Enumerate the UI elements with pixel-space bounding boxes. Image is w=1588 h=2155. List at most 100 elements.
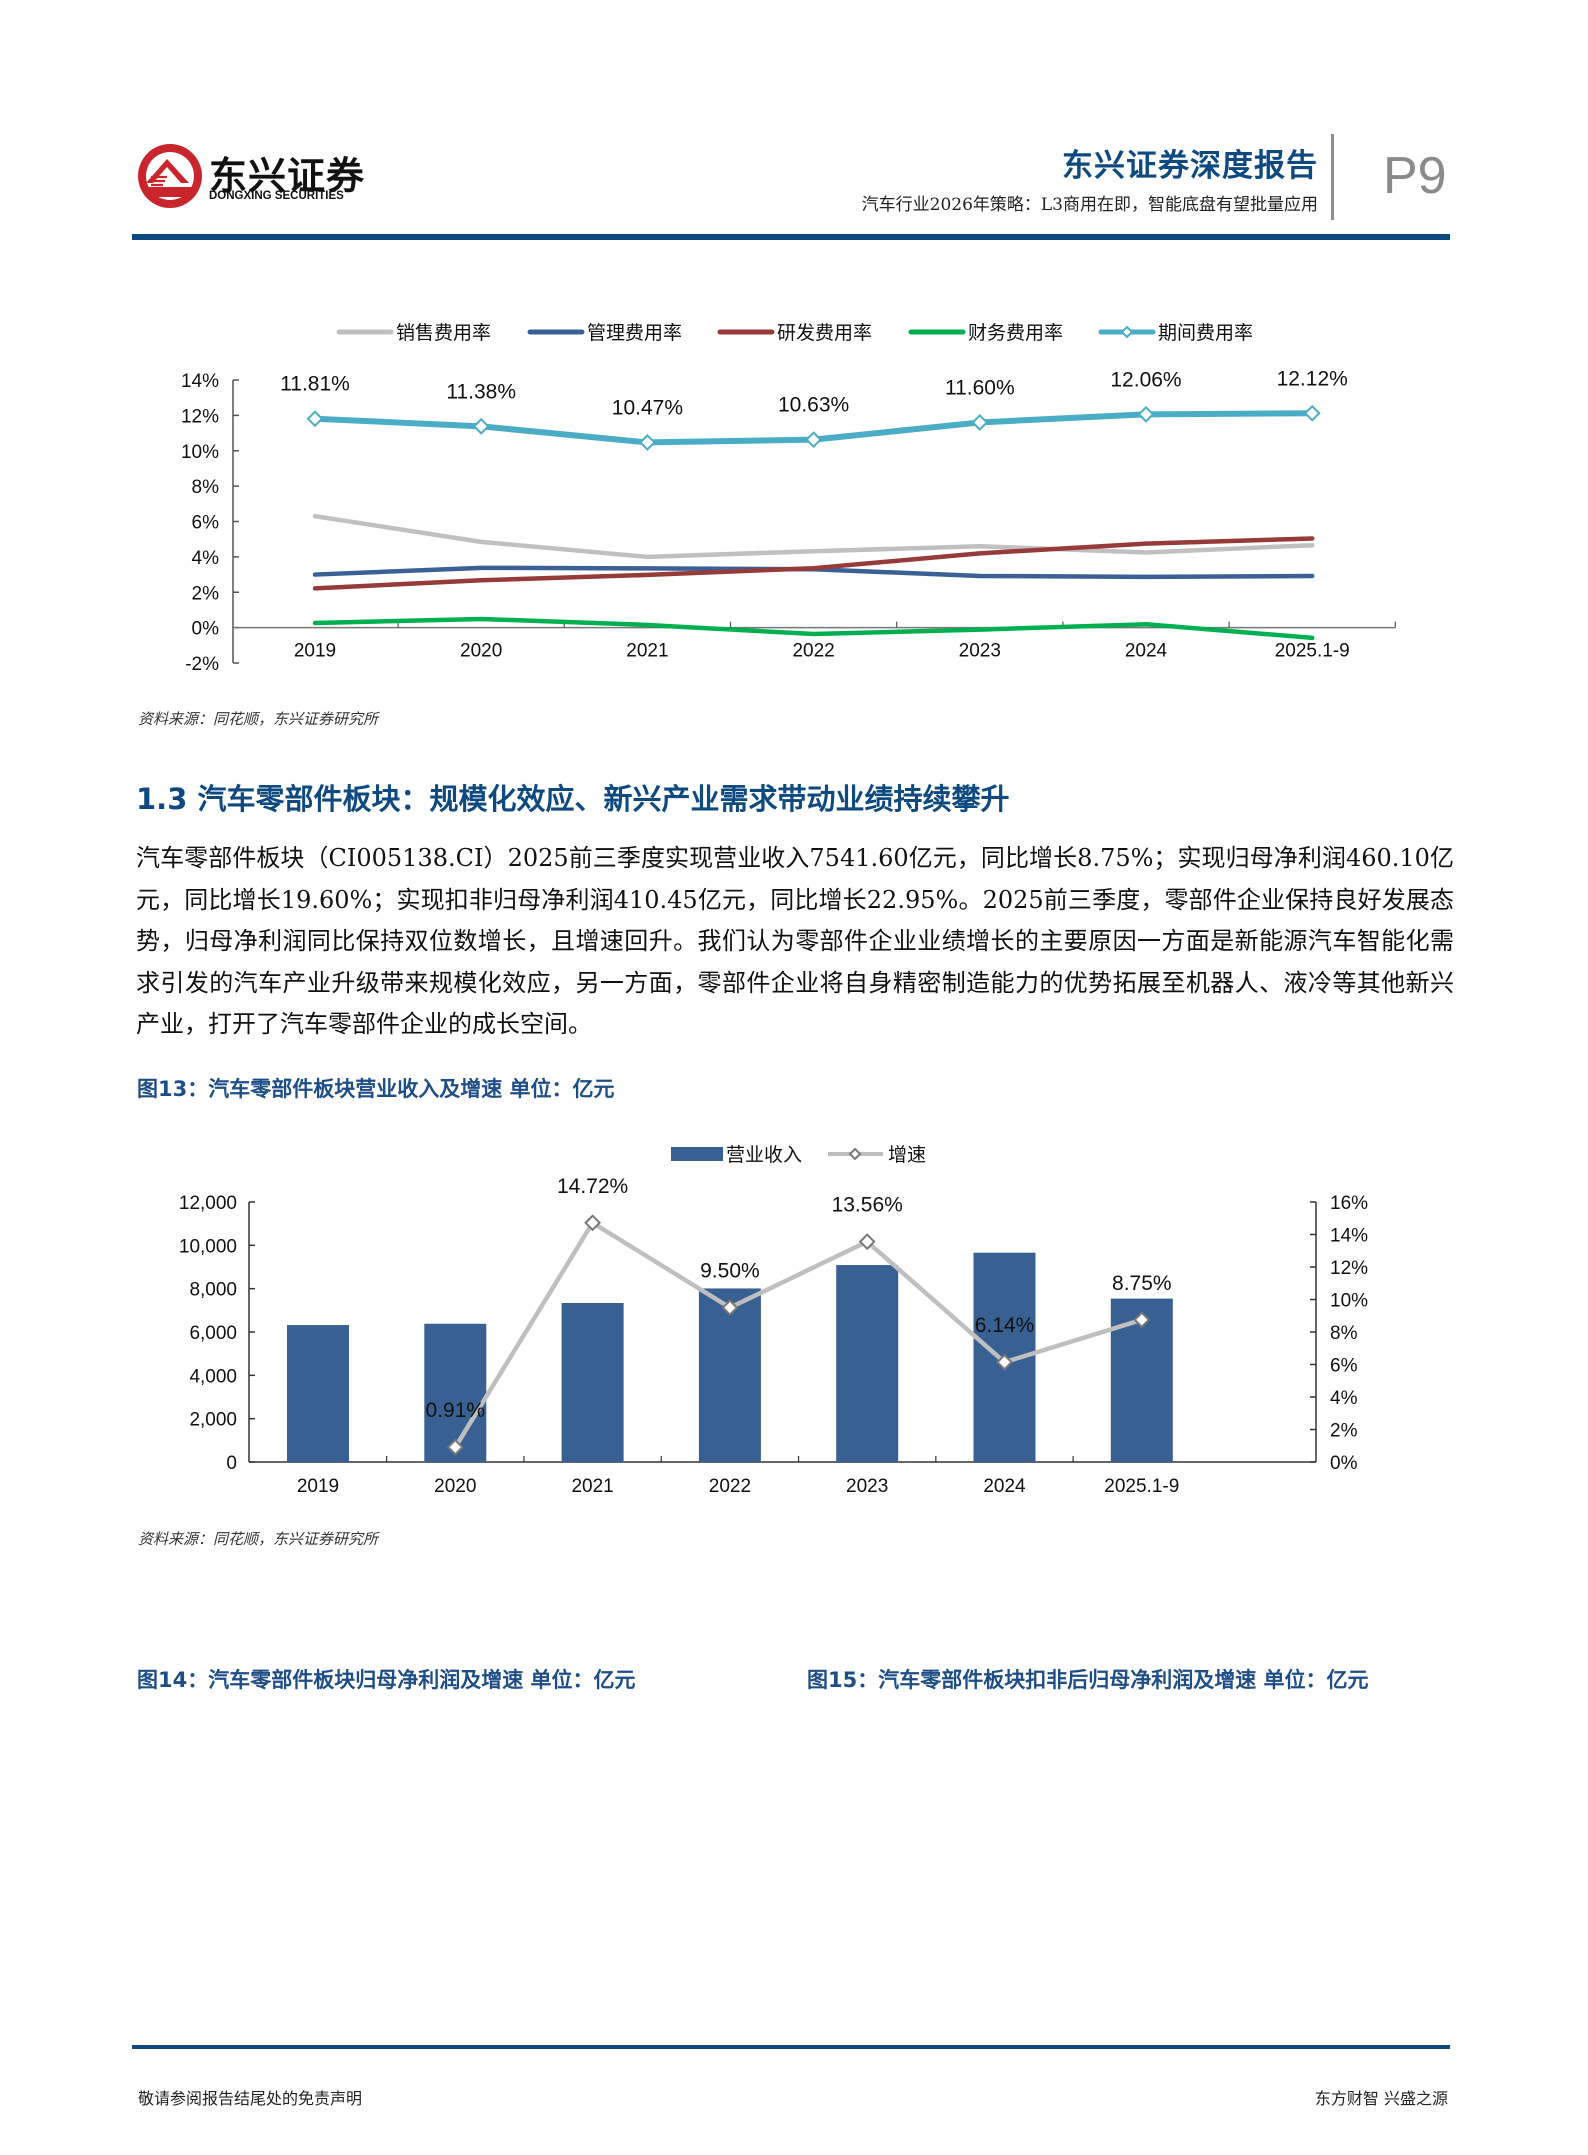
- y2-tick-label: 8%: [1330, 1323, 1358, 1344]
- y2-tick-label: 12%: [1330, 1258, 1368, 1279]
- data-point-diamond-icon: [1137, 405, 1155, 423]
- y-tick-label: 12,000: [179, 1193, 237, 1214]
- x-tick-label: 2021: [626, 641, 668, 662]
- y2-tick-label: 14%: [1330, 1226, 1368, 1247]
- data-label: 12.06%: [1110, 368, 1181, 391]
- x-tick-label: 2025.1-9: [1104, 1476, 1179, 1497]
- y-tick-label: 6,000: [189, 1323, 237, 1344]
- legend-diamond-icon: [848, 1147, 862, 1161]
- header-rule: [132, 234, 1450, 240]
- logo-emblem-icon: [138, 144, 202, 208]
- growth-data-label: 13.56%: [832, 1194, 903, 1217]
- growth-data-label: 9.50%: [700, 1260, 760, 1283]
- growth-point-diamond-icon: [996, 1353, 1013, 1371]
- y-tick-label: 0%: [192, 619, 220, 640]
- growth-line: [453, 1220, 1143, 1449]
- data-label: 11.38%: [446, 380, 516, 403]
- y-tick-label: 14%: [181, 371, 219, 392]
- y-tick-label: 8,000: [189, 1280, 237, 1301]
- y2-tick-label: 6%: [1330, 1356, 1358, 1377]
- figure15-title: 图15：汽车零部件板块扣非后归母净利润及增速 单位：亿元: [807, 1668, 1369, 1692]
- x-tick-label: 2019: [297, 1476, 339, 1497]
- report-type-title: 东兴证券深度报告: [1062, 148, 1318, 184]
- data-point-diamond-icon: [306, 410, 324, 428]
- growth-data-label: 0.91%: [426, 1399, 486, 1422]
- y-tick-label: 10,000: [179, 1236, 237, 1257]
- data-label: 11.60%: [945, 376, 1015, 399]
- growth-point-diamond-icon: [721, 1299, 739, 1317]
- growth-point-diamond-icon: [858, 1233, 876, 1251]
- figure13-source: 资料来源：同花顺，东兴证券研究所: [138, 1530, 379, 1548]
- y2-tick-label: 2%: [1330, 1421, 1358, 1442]
- data-point-diamond-icon: [472, 417, 490, 435]
- section-heading: 1.3 汽车零部件板块：规模化效应、新兴产业需求带动业绩持续攀升: [136, 782, 1010, 816]
- legend-item: 研发费用率: [717, 322, 872, 344]
- growth-data-label: 6.14%: [975, 1314, 1035, 1337]
- data-label: 10.47%: [612, 396, 683, 419]
- growth-point-diamond-icon: [584, 1214, 602, 1232]
- data-point-diamond-icon: [971, 414, 989, 431]
- legend-label: 财务费用率: [968, 322, 1063, 344]
- header-divider: [1331, 134, 1334, 220]
- revenue-bar-chart: 营业收入 增速 12,000 10,000 8,000 6,000 4,000 2,000 0 1…: [179, 1144, 1368, 1497]
- legend-label: 期间费用率: [1158, 322, 1253, 344]
- y-tick-label: 4,000: [189, 1366, 237, 1387]
- y-tick-label: 6%: [192, 513, 220, 534]
- section-paragraph: 汽车零部件板块（CI005138.CI）2025前三季度实现营业收入7541.6…: [136, 844, 1454, 1038]
- x-tick-label: 2022: [792, 641, 834, 662]
- data-label: 11.81%: [280, 373, 350, 396]
- y-tick-label: 0: [226, 1453, 237, 1474]
- legend-item: 管理费用率: [527, 322, 682, 344]
- series-line: [312, 536, 1315, 591]
- x-tick-label: 2019: [294, 641, 336, 662]
- data-point-diamond-icon: [1303, 404, 1321, 422]
- y-tick-label: 8%: [192, 477, 220, 498]
- revenue-bar: [287, 1325, 349, 1462]
- x-tick-label: 2024: [983, 1476, 1026, 1497]
- revenue-bar: [836, 1265, 899, 1462]
- logo-text-en: DONGXING SECURITIES: [209, 190, 344, 202]
- data-label: 10.63%: [778, 394, 849, 417]
- data-label: 12.12%: [1277, 367, 1348, 390]
- footer-rule: [132, 2045, 1450, 2049]
- x-tick-label: 2020: [460, 641, 502, 662]
- legend-bar-swatch: [671, 1147, 723, 1161]
- legend-label: 增速: [888, 1144, 926, 1166]
- data-point-diamond-icon: [638, 434, 656, 451]
- legend-label: 销售费用率: [396, 322, 491, 344]
- x-tick-label: 2023: [959, 641, 1001, 662]
- growth-data-label: 8.75%: [1112, 1272, 1172, 1295]
- revenue-bar: [698, 1288, 761, 1462]
- growth-data-label: 14.72%: [557, 1175, 628, 1198]
- y-tick-label: -2%: [185, 654, 219, 675]
- figure14-title: 图14：汽车零部件板块归母净利润及增速 单位：亿元: [137, 1668, 636, 1692]
- x-tick-label: 2023: [846, 1476, 888, 1497]
- y-tick-label: 10%: [181, 442, 219, 463]
- y-tick-label: 2,000: [189, 1410, 237, 1431]
- legend-item: 财务费用率: [908, 322, 1063, 344]
- figure13-title: 图13：汽车零部件板块营业收入及增速 单位：亿元: [137, 1077, 615, 1101]
- y2-tick-label: 16%: [1330, 1193, 1368, 1214]
- page-number: P9: [1383, 147, 1447, 205]
- legend-label: 营业收入: [726, 1144, 802, 1166]
- y-tick-label: 12%: [181, 406, 219, 427]
- expense-ratio-line-chart: 销售费用率 管理费用率 研发费用率 财务费用率 期间费用率 14% 12% 10% 8% 6% 4%…: [181, 322, 1396, 675]
- series-line: [312, 616, 1315, 641]
- footer-disclaimer: 敬请参阅报告结尾处的免责声明: [138, 2089, 363, 2108]
- legend-item: 期间费用率: [1098, 322, 1253, 344]
- y2-tick-label: 10%: [1330, 1291, 1368, 1312]
- footer-slogan: 东方财智 兴盛之源: [1314, 2089, 1448, 2108]
- legend-item: 销售费用率: [336, 322, 491, 344]
- growth-point-diamond-icon: [1133, 1311, 1151, 1329]
- x-tick-label: 2020: [434, 1476, 476, 1497]
- y2-tick-label: 4%: [1330, 1388, 1358, 1409]
- y2-tick-label: 0%: [1330, 1453, 1358, 1474]
- x-tick-label: 2022: [709, 1476, 751, 1497]
- y-tick-label: 4%: [192, 548, 220, 569]
- legend-diamond-icon: [1120, 325, 1134, 339]
- revenue-bar: [561, 1302, 624, 1462]
- legend-label: 管理费用率: [587, 322, 682, 344]
- x-tick-label: 2025.1-9: [1275, 641, 1350, 662]
- legend: 营业收入 增速: [671, 1144, 926, 1166]
- growth-point-diamond-icon: [446, 1438, 464, 1456]
